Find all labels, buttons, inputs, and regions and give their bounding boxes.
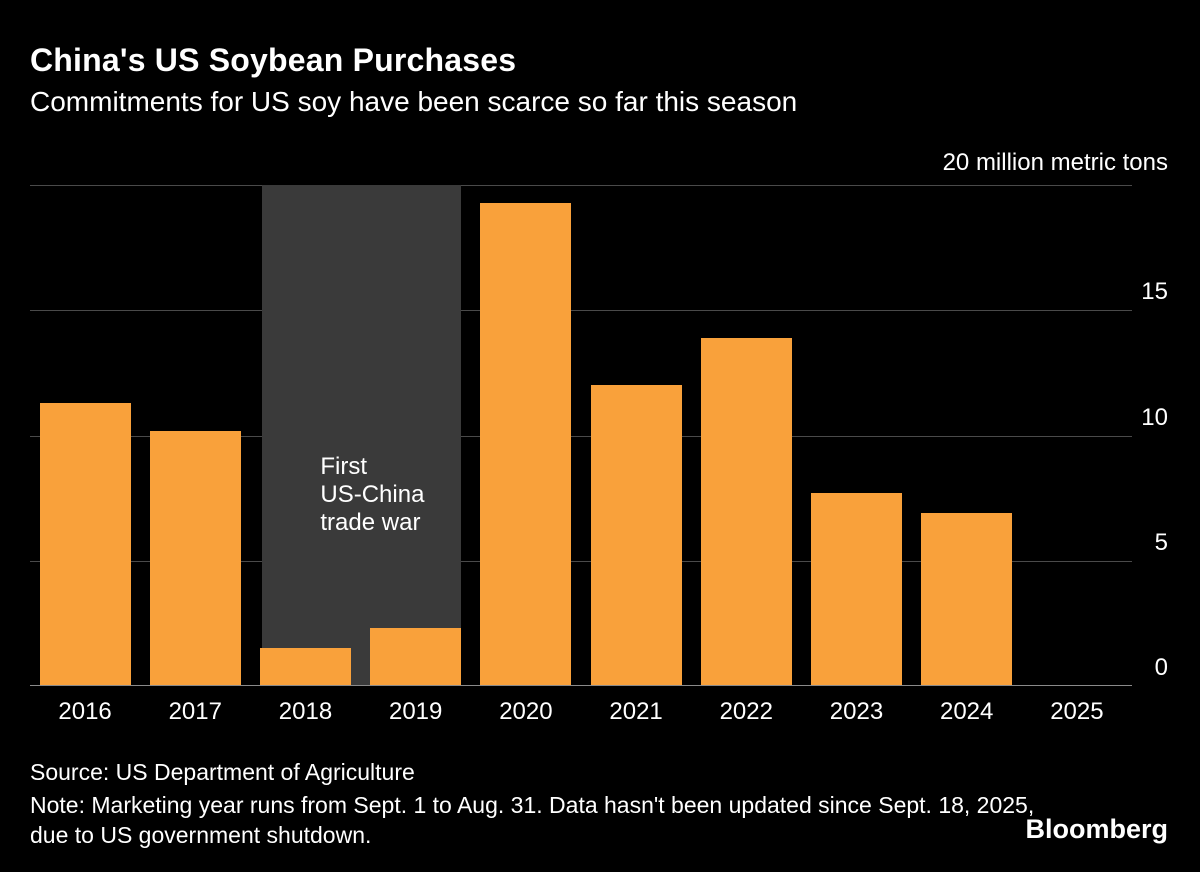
bar-2020 — [480, 202, 572, 686]
bar-2017 — [149, 430, 241, 686]
y-tick-label-15: 15 — [1141, 278, 1168, 306]
chart-subtitle: Commitments for US soy have been scarce … — [30, 86, 798, 117]
plot-area: First US-China trade war — [30, 185, 1132, 686]
x-axis-label-2020: 2020 — [499, 698, 553, 725]
x-axis-label-2016: 2016 — [58, 698, 112, 725]
x-axis-label-2025: 2025 — [1050, 698, 1104, 725]
bar-2021 — [590, 385, 682, 686]
chart-title: China's US Soybean Purchases — [30, 42, 517, 78]
bar-2016 — [39, 402, 131, 686]
gridline-20 — [30, 185, 1132, 186]
y-tick-label-5: 5 — [1154, 528, 1168, 556]
x-axis-label-2023: 2023 — [829, 698, 884, 725]
bar-2019 — [370, 628, 462, 686]
x-axis-label-2018: 2018 — [278, 698, 333, 725]
trade-war-annotation: First US-China trade war — [320, 453, 425, 536]
note-text: Note: Marketing year runs from Sept. 1 t… — [30, 792, 1035, 848]
x-axis-line — [30, 685, 1132, 686]
x-axis-label-2022: 2022 — [719, 698, 773, 725]
gridline-10 — [30, 435, 1132, 437]
bar-2023 — [810, 493, 903, 686]
y-tick-label-0: 0 — [1154, 654, 1168, 681]
y-axis-unit-label: 20 million metric tons — [942, 149, 1168, 176]
x-axis-label-2024: 2024 — [939, 698, 994, 725]
bloomberg-logo: Bloomberg — [1025, 814, 1168, 844]
x-axis-label-2021: 2021 — [609, 698, 663, 725]
y-tick-label-10: 10 — [1141, 403, 1168, 431]
trade-war-highlight-region: First US-China trade war — [262, 185, 461, 686]
bar-2018 — [259, 648, 352, 686]
gridline-5 — [30, 560, 1132, 562]
x-axis-label-2017: 2017 — [168, 698, 222, 725]
gridline-15 — [30, 310, 1132, 312]
bar-2024 — [921, 513, 1013, 686]
source-text: Source: US Department of Agriculture — [30, 759, 415, 785]
bar-2022 — [700, 337, 792, 686]
x-axis-label-2019: 2019 — [388, 698, 443, 725]
